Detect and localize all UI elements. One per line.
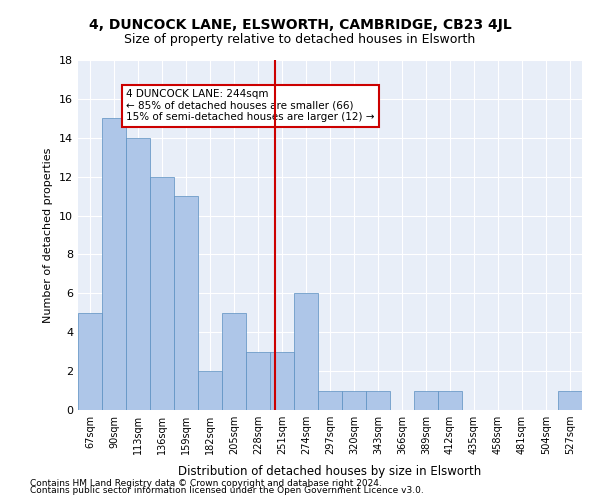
Text: 4 DUNCOCK LANE: 244sqm
← 85% of detached houses are smaller (66)
15% of semi-det: 4 DUNCOCK LANE: 244sqm ← 85% of detached… (126, 89, 374, 122)
Bar (318, 390, 342, 410)
X-axis label: Distribution of detached houses by size in Elsworth: Distribution of detached houses by size … (178, 466, 482, 478)
Bar (414, 390, 438, 410)
Bar (198, 371, 222, 410)
Bar (342, 390, 366, 410)
Bar (558, 390, 582, 410)
Text: Size of property relative to detached houses in Elsworth: Size of property relative to detached ho… (124, 32, 476, 46)
Text: 4, DUNCOCK LANE, ELSWORTH, CAMBRIDGE, CB23 4JL: 4, DUNCOCK LANE, ELSWORTH, CAMBRIDGE, CB… (89, 18, 511, 32)
Bar (126, 138, 150, 410)
Bar (270, 352, 294, 410)
Bar (102, 118, 126, 410)
Text: Contains HM Land Registry data © Crown copyright and database right 2024.: Contains HM Land Registry data © Crown c… (30, 478, 382, 488)
Bar (78, 313, 102, 410)
Bar (366, 390, 390, 410)
Bar (438, 390, 462, 410)
Y-axis label: Number of detached properties: Number of detached properties (43, 148, 53, 322)
Bar (222, 313, 246, 410)
Bar (150, 176, 174, 410)
Bar (294, 294, 318, 410)
Text: Contains public sector information licensed under the Open Government Licence v3: Contains public sector information licen… (30, 486, 424, 495)
Bar (174, 196, 198, 410)
Bar (246, 352, 270, 410)
